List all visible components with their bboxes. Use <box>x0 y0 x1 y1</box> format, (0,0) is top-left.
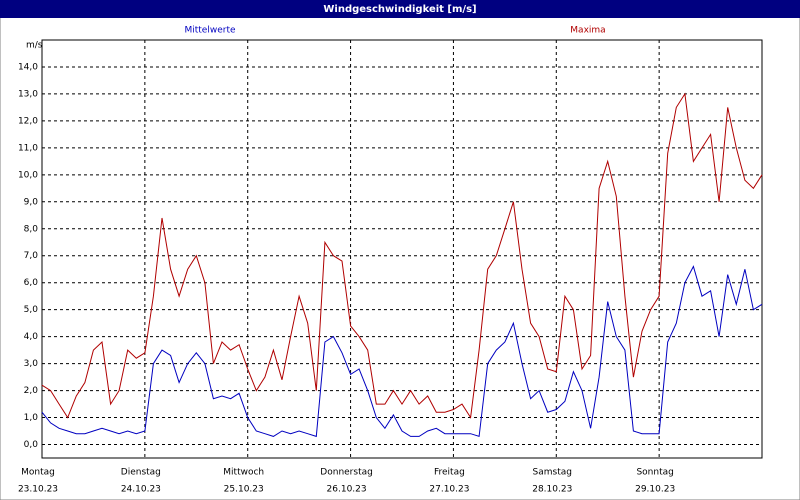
x-tick-label: Donnerstag <box>320 468 373 478</box>
y-tick-label: 12,0 <box>18 116 38 126</box>
chart-title: Windgeschwindigkeit [m/s] <box>323 4 476 15</box>
data-line <box>41 92 763 419</box>
y-tick-label: 1,0 <box>24 413 39 423</box>
y-tick-label: 2,0 <box>24 386 39 396</box>
y-tick-label: 7,0 <box>24 251 39 261</box>
legend-entry: Maxima <box>570 26 605 36</box>
y-tick-label: 9,0 <box>24 197 39 207</box>
x-tick-label: Montag <box>21 468 55 478</box>
y-tick-label: 3,0 <box>24 359 39 369</box>
y-tick-label: 6,0 <box>24 278 39 288</box>
data-line <box>41 265 763 438</box>
x-tick-label: Samstag <box>533 468 572 478</box>
x-tick-label: Mittwoch <box>223 468 264 478</box>
y-axis-label: m/s <box>26 41 43 51</box>
y-tick-label: 10,0 <box>18 170 38 180</box>
y-tick-label: 13,0 <box>18 89 38 99</box>
x-tick-date: 28.10.23 <box>532 485 572 495</box>
title-bar <box>0 0 800 18</box>
x-tick-label: Dienstag <box>121 468 161 478</box>
y-tick-label: 11,0 <box>18 143 38 153</box>
x-tick-date: 23.10.23 <box>18 485 58 495</box>
x-tick-date: 29.10.23 <box>635 485 675 495</box>
x-tick-date: 27.10.23 <box>429 485 469 495</box>
y-tick-label: 5,0 <box>24 305 39 315</box>
y-tick-label: 4,0 <box>24 332 39 342</box>
x-tick-label: Freitag <box>434 468 465 478</box>
x-tick-date: 25.10.23 <box>224 485 264 495</box>
y-tick-label: 14,0 <box>18 62 38 72</box>
plot-border <box>41 39 763 459</box>
x-tick-date: 26.10.23 <box>327 485 367 495</box>
y-tick-label: 8,0 <box>24 224 39 234</box>
y-tick-label: 0,0 <box>24 440 39 450</box>
x-tick-date: 24.10.23 <box>121 485 161 495</box>
x-tick-label: Sonntag <box>636 468 673 478</box>
legend-entry: Mittelwerte <box>184 26 235 36</box>
